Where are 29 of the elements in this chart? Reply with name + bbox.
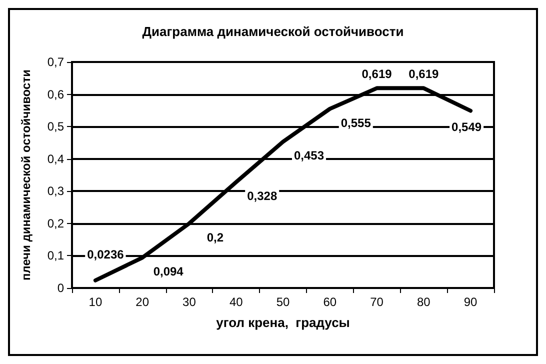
data-label: 0,555 <box>340 116 372 130</box>
data-label: 0,094 <box>153 264 184 279</box>
y-tick-label: 0,4 <box>47 152 64 166</box>
data-label: 0,2 <box>206 230 224 244</box>
data-label: 0,619 <box>408 67 440 82</box>
x-tick-label: 90 <box>464 295 478 309</box>
x-tick-label: 60 <box>323 295 337 309</box>
y-tick-label: 0 <box>57 281 64 295</box>
chart-title: Диаграмма динамической остойчивости <box>142 24 404 39</box>
y-tick-label: 0,1 <box>47 248 64 263</box>
x-tick-label: 10 <box>88 295 102 309</box>
y-tick-label: 0,2 <box>47 216 64 230</box>
y-axis-title: плечи динамической остойчивости <box>19 70 33 280</box>
y-tick-label: 0,3 <box>47 184 64 198</box>
y-tick-label: 0,5 <box>47 120 64 134</box>
x-tick-label: 20 <box>136 295 150 309</box>
x-axis-title: угол крена, градусы <box>216 315 350 330</box>
data-label: 0,0236 <box>87 247 124 262</box>
x-tick-label: 70 <box>370 295 384 309</box>
x-tick-label: 40 <box>229 295 244 309</box>
data-label: 0,549 <box>452 120 482 134</box>
x-tick-label: 30 <box>182 295 196 309</box>
y-tick-label: 0,6 <box>47 87 64 102</box>
data-label: 0,328 <box>247 189 278 204</box>
data-label: 0,619 <box>362 67 392 82</box>
x-tick-label: 50 <box>276 295 290 309</box>
y-tick-label: 0,7 <box>47 55 64 69</box>
x-tick-label: 80 <box>416 295 431 309</box>
data-label: 0,453 <box>294 148 324 163</box>
